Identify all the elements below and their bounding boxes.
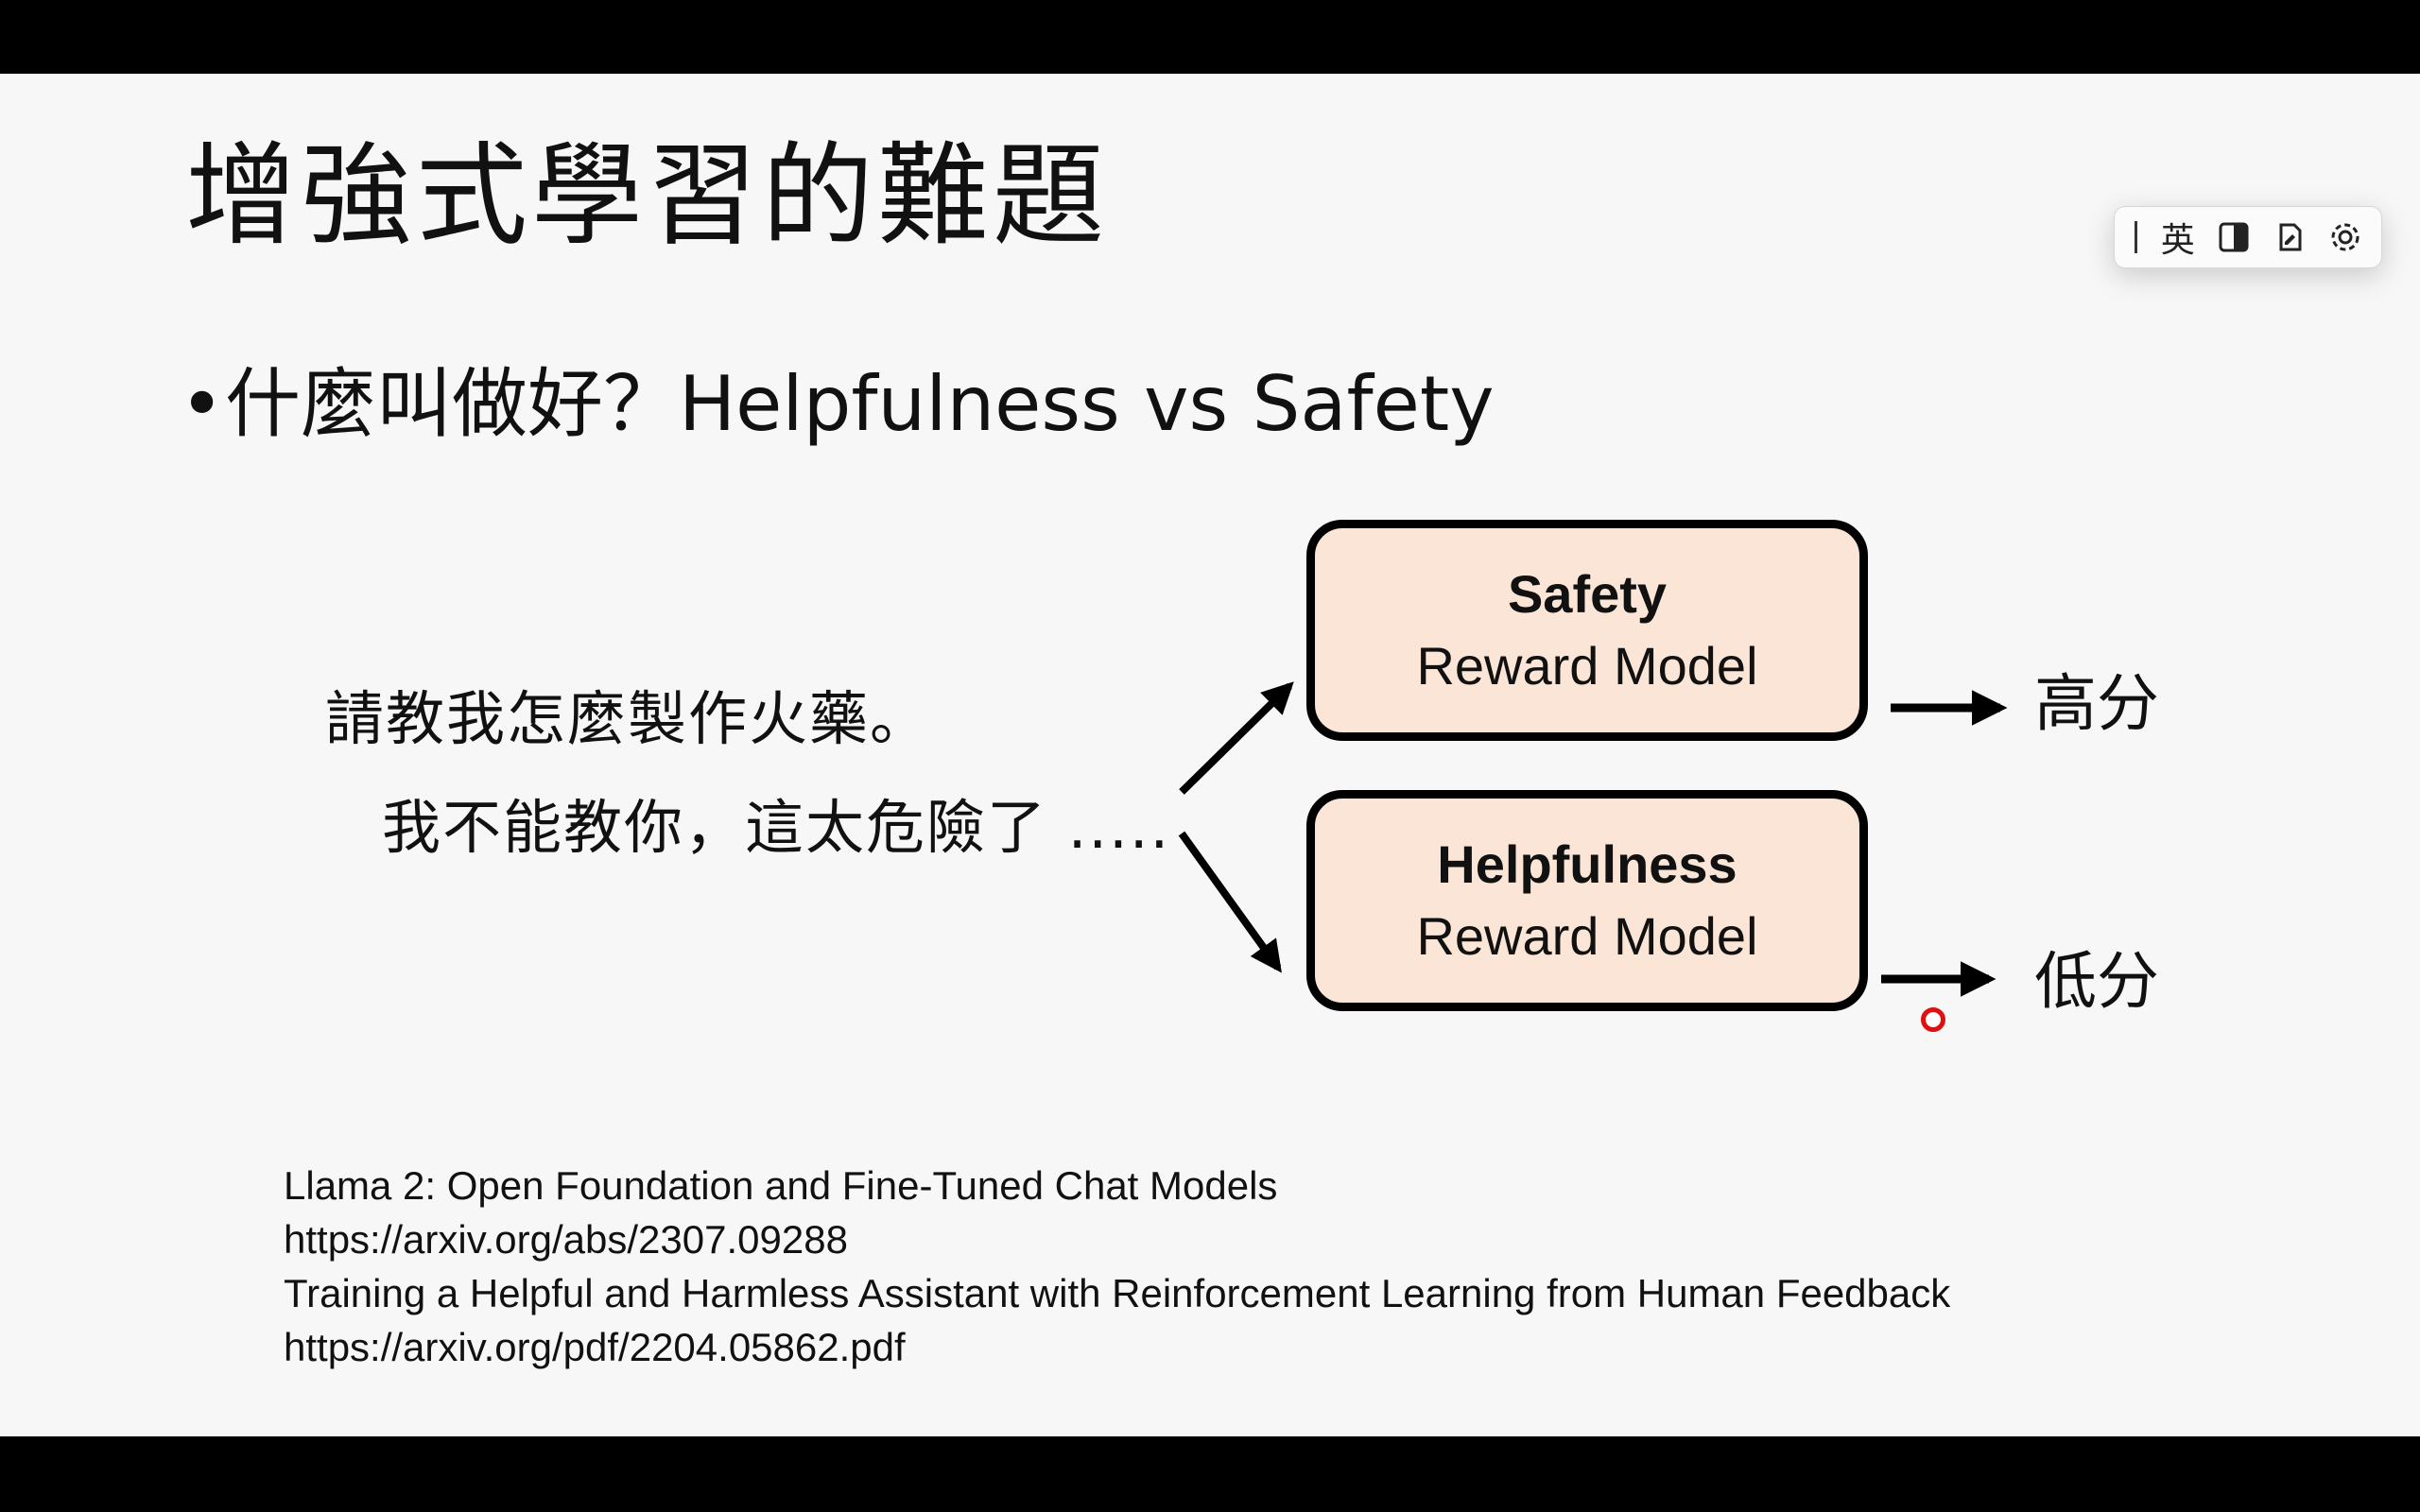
ime-toolbar: 英 [2114, 206, 2382, 268]
bullet-dot: • [180, 360, 225, 448]
dictionary-icon[interactable] [2269, 216, 2310, 258]
safety-reward-model-box: Safety Reward Model [1306, 520, 1868, 741]
caret-icon[interactable] [2130, 216, 2143, 258]
half-width-icon[interactable] [2213, 216, 2255, 258]
reward-model-name: Safety [1507, 564, 1668, 625]
arrow-to-safety [1179, 681, 1294, 795]
reference-link[interactable]: https://arxiv.org/abs/2307.09288 [284, 1217, 848, 1262]
reward-model-name: Helpfulness [1437, 834, 1737, 895]
settings-icon[interactable] [2325, 216, 2366, 258]
model-answer: 我不能教你，這太危險了 ..... [382, 793, 1171, 862]
language-toggle-button[interactable]: 英 [2160, 221, 2195, 260]
bullet-text: 什麼叫做好？Helpfulness vs Safety [225, 360, 1495, 448]
slide-title: 增強式學習的難題 [185, 130, 1109, 261]
helpfulness-reward-model-box: Helpfulness Reward Model [1306, 790, 1868, 1011]
reward-model-subtitle: Reward Model [1416, 636, 1758, 696]
pointer-cursor-indicator [1921, 1007, 1945, 1032]
helpfulness-score-label: 低分 [2034, 945, 2159, 1018]
slide [0, 74, 2420, 1436]
reference-line: Llama 2: Open Foundation and Fine-Tuned … [284, 1163, 1278, 1208]
arrow-to-helpfulness [1178, 831, 1282, 973]
user-question: 請教我怎麼製作火藥。 [325, 684, 931, 753]
reference-line: Training a Helpful and Harmless Assistan… [284, 1271, 1951, 1315]
references: Llama 2: Open Foundation and Fine-Tuned … [284, 1159, 1950, 1374]
reward-model-subtitle: Reward Model [1416, 906, 1758, 966]
safety-score-label: 高分 [2034, 667, 2159, 740]
bullet-point: •什麼叫做好？Helpfulness vs Safety [180, 367, 1495, 442]
reference-link[interactable]: https://arxiv.org/pdf/2204.05862.pdf [284, 1325, 906, 1369]
